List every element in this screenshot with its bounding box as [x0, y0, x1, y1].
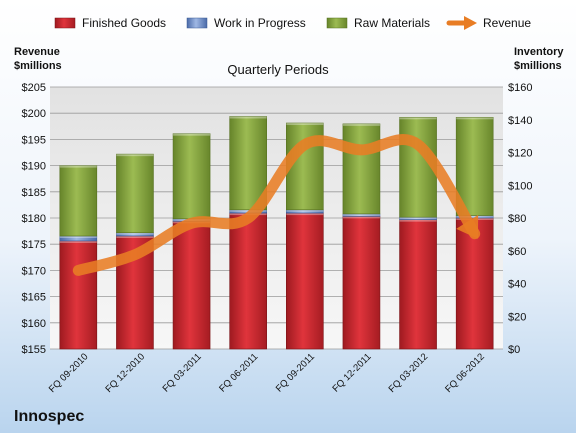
left-tick-label: $160 — [22, 318, 46, 330]
bar-raw-materials — [172, 133, 211, 220]
right-tick-label: $80 — [508, 213, 526, 225]
bar-cap-work-in-progress — [399, 217, 437, 220]
right-tick-label: $40 — [508, 279, 526, 291]
bar-cap-work-in-progress — [116, 232, 154, 235]
left-tick-label: $185 — [22, 187, 46, 199]
revenue-line — [72, 134, 481, 276]
bar-finished-goods — [455, 217, 494, 350]
bar-cap-work-in-progress — [286, 209, 324, 212]
bar-finished-goods — [172, 220, 211, 350]
legend-label-revenue: Revenue — [483, 16, 531, 30]
bar-cap-raw-materials — [342, 123, 380, 126]
bar-cap-raw-materials — [456, 117, 494, 120]
legend-swatch-finished-goods — [54, 17, 76, 29]
x-tick-label: FQ 06-2011 — [217, 351, 260, 394]
legend-label-work-in-progress: Work in Progress — [214, 16, 306, 30]
left-tick-label: $195 — [22, 134, 46, 146]
bar-finished-goods — [59, 240, 98, 350]
bar-cap-finished-goods — [342, 216, 380, 219]
x-axis-labels: FQ 09-2010 FQ 12-2010 FQ 03-2011 FQ 06-2011… — [47, 351, 487, 395]
company-name: Innospec — [14, 408, 84, 425]
legend-swatch-revenue — [446, 16, 477, 30]
x-tick-label: FQ 03-2011 — [161, 351, 204, 394]
left-tick-label: $180 — [22, 213, 46, 225]
right-tick-label: $160 — [508, 82, 532, 94]
legend: Finished Goods Work in Progress Raw Mate… — [54, 16, 531, 30]
left-tick-label: $170 — [22, 265, 46, 277]
bar-cap-raw-materials — [59, 165, 97, 168]
left-axis-title-line1: Revenue — [14, 46, 60, 58]
x-tick-label: FQ 12-2011 — [330, 351, 373, 394]
bar-cap-work-in-progress — [342, 213, 380, 216]
legend-swatch-work-in-progress — [186, 17, 208, 29]
bar-finished-goods — [342, 216, 381, 350]
legend-label-finished-goods: Finished Goods — [82, 16, 166, 30]
bar-raw-materials — [229, 116, 267, 211]
chart-title: Quarterly Periods — [227, 62, 329, 77]
left-tick-label: $165 — [22, 292, 46, 304]
x-tick-label: FQ 12-2010 — [103, 351, 147, 395]
revenue-arrowhead — [456, 214, 479, 239]
left-axis-ticks: $155 $160 $165 $170 $175 $180 $185 $190 $195 $200… — [22, 82, 46, 356]
left-axis-title-line2: $millions — [14, 60, 62, 72]
left-tick-label: $190 — [22, 161, 46, 173]
bar-cap-raw-materials — [399, 117, 437, 120]
right-tick-label: $100 — [508, 180, 532, 192]
right-tick-label: $140 — [508, 115, 532, 127]
x-tick-label: FQ 09-2010 — [47, 351, 91, 395]
bar-cap-finished-goods — [286, 213, 324, 216]
left-tick-label: $155 — [22, 344, 46, 356]
bar-cap-raw-materials — [286, 123, 324, 126]
bar-finished-goods — [286, 212, 324, 350]
right-axis-title-line1: Inventory — [514, 46, 564, 58]
right-tick-label: $20 — [508, 311, 526, 323]
bar-finished-goods — [399, 219, 437, 350]
x-tick-label: FQ 06-2012 — [443, 351, 487, 395]
bar-cap-raw-materials — [116, 154, 154, 157]
bar-finished-goods — [229, 212, 267, 350]
bar-raw-materials — [116, 153, 154, 234]
bar-cap-raw-materials — [173, 133, 211, 136]
left-tick-label: $175 — [22, 239, 46, 251]
bar-cap-work-in-progress — [59, 236, 97, 239]
bar-stacks — [59, 116, 494, 350]
bar-raw-materials — [342, 123, 381, 215]
bar-cap-finished-goods — [59, 240, 97, 243]
x-tick-label: FQ 03-2012 — [387, 351, 431, 395]
right-axis-ticks: $0 $20 $40 $60 $80 $100 $120 $140 $160 — [508, 82, 532, 356]
right-tick-label: $120 — [508, 148, 532, 160]
right-tick-label: $0 — [508, 344, 520, 356]
legend-label-raw-materials: Raw Materials — [354, 16, 430, 30]
right-axis-title-line2: $millions — [514, 60, 562, 72]
legend-swatch-raw-materials — [326, 17, 348, 29]
left-tick-label: $200 — [22, 108, 46, 120]
right-tick-label: $60 — [508, 246, 526, 258]
bar-cap-finished-goods — [116, 236, 154, 239]
bar-cap-finished-goods — [399, 219, 437, 222]
bar-cap-raw-materials — [229, 116, 267, 119]
bar-raw-materials — [455, 116, 494, 216]
bar-raw-materials — [59, 165, 98, 237]
bar-cap-work-in-progress — [456, 215, 494, 218]
bar-cap-work-in-progress — [229, 209, 267, 212]
x-tick-label: FQ 09-2011 — [274, 351, 317, 394]
left-tick-label: $205 — [22, 82, 46, 94]
